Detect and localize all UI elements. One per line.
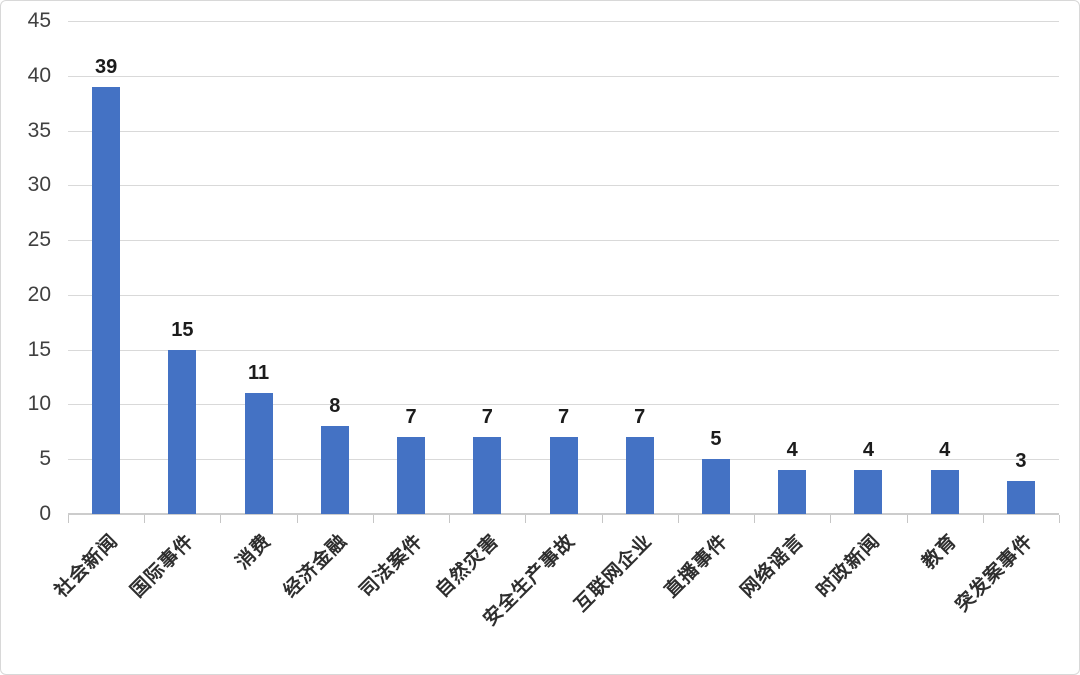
x-axis-tick: [1059, 515, 1060, 523]
x-axis-tick: [220, 515, 222, 523]
x-axis-category-label: 直播事件: [660, 530, 733, 602]
bar: [92, 86, 121, 514]
bar: [473, 437, 502, 514]
x-axis-line: [68, 513, 1059, 515]
x-axis-tick: [68, 515, 69, 523]
y-gridline: [68, 130, 1059, 132]
y-gridline: [68, 349, 1059, 351]
bar-value-label: 8: [329, 395, 341, 418]
x-axis-category-label: 经济金融: [279, 530, 352, 602]
x-axis-tick: [677, 515, 679, 523]
bar: [168, 349, 197, 514]
x-axis-category-label: 网络谣言: [737, 530, 809, 602]
y-axis-tick-label: 0: [39, 502, 51, 525]
bar: [320, 426, 349, 514]
x-axis-tick: [144, 515, 146, 523]
y-axis-tick-label: 40: [27, 63, 51, 87]
bar-value-label: 4: [939, 439, 951, 462]
bar-value-label: 3: [1015, 450, 1027, 473]
x-axis-tick: [754, 515, 756, 523]
x-axis-tick: [601, 515, 603, 523]
bar-value-label: 39: [94, 55, 118, 78]
x-axis-category-label: 教育: [917, 530, 962, 574]
y-gridline: [68, 294, 1059, 296]
bar-value-label: 11: [247, 362, 270, 385]
x-axis-tick: [449, 515, 451, 523]
bar: [549, 437, 578, 514]
x-axis-category-label: 司法案件: [356, 530, 428, 602]
bar-value-label: 5: [710, 428, 722, 451]
y-axis-tick-label: 30: [27, 173, 51, 197]
x-axis-category-label: 时政新闻: [813, 530, 885, 602]
x-axis-tick: [372, 515, 374, 523]
bar: [701, 459, 730, 514]
y-axis-tick-label: 10: [27, 392, 51, 416]
y-gridline: [68, 75, 1059, 77]
bar: [778, 470, 807, 514]
bar-value-label: 7: [405, 406, 417, 429]
y-gridline: [68, 185, 1059, 187]
y-gridline: [68, 21, 1059, 22]
x-axis-category-label: 突发案事件: [951, 530, 1038, 617]
bar: [625, 437, 654, 514]
bar-value-label: 7: [557, 406, 570, 429]
x-axis-category-label: 互联网企业: [570, 530, 657, 617]
bar-value-label: 15: [171, 318, 194, 341]
x-axis-tick: [830, 515, 832, 523]
x-axis-category-label: 自然灾害: [432, 530, 504, 602]
y-axis-tick-label: 5: [39, 447, 51, 471]
bar-value-label: 4: [862, 439, 874, 462]
bar: [1006, 481, 1035, 514]
x-axis-tick: [525, 515, 527, 523]
x-axis-category-label: 消费: [231, 530, 275, 574]
bar: [854, 470, 883, 514]
x-axis-tick: [296, 515, 298, 523]
y-gridline: [68, 240, 1059, 242]
bar-value-label: 4: [786, 439, 798, 462]
x-axis-tick: [982, 515, 984, 523]
y-axis-tick-label: 25: [27, 228, 51, 252]
bar-value-label: 7: [634, 406, 646, 429]
y-axis-tick-label: 20: [27, 282, 51, 306]
x-axis-category-label: 国际事件: [127, 530, 199, 602]
y-gridline: [68, 404, 1059, 406]
bar: [397, 437, 426, 514]
bar-value-label: 7: [481, 406, 493, 429]
bar: [244, 393, 273, 514]
x-axis-tick: [906, 515, 908, 523]
y-axis-tick-label: 15: [27, 337, 51, 361]
y-axis-tick-label: 35: [27, 118, 51, 142]
bar: [930, 470, 959, 514]
y-axis-tick-label: 45: [27, 9, 51, 32]
x-axis-category-label: 社会新闻: [51, 530, 123, 602]
